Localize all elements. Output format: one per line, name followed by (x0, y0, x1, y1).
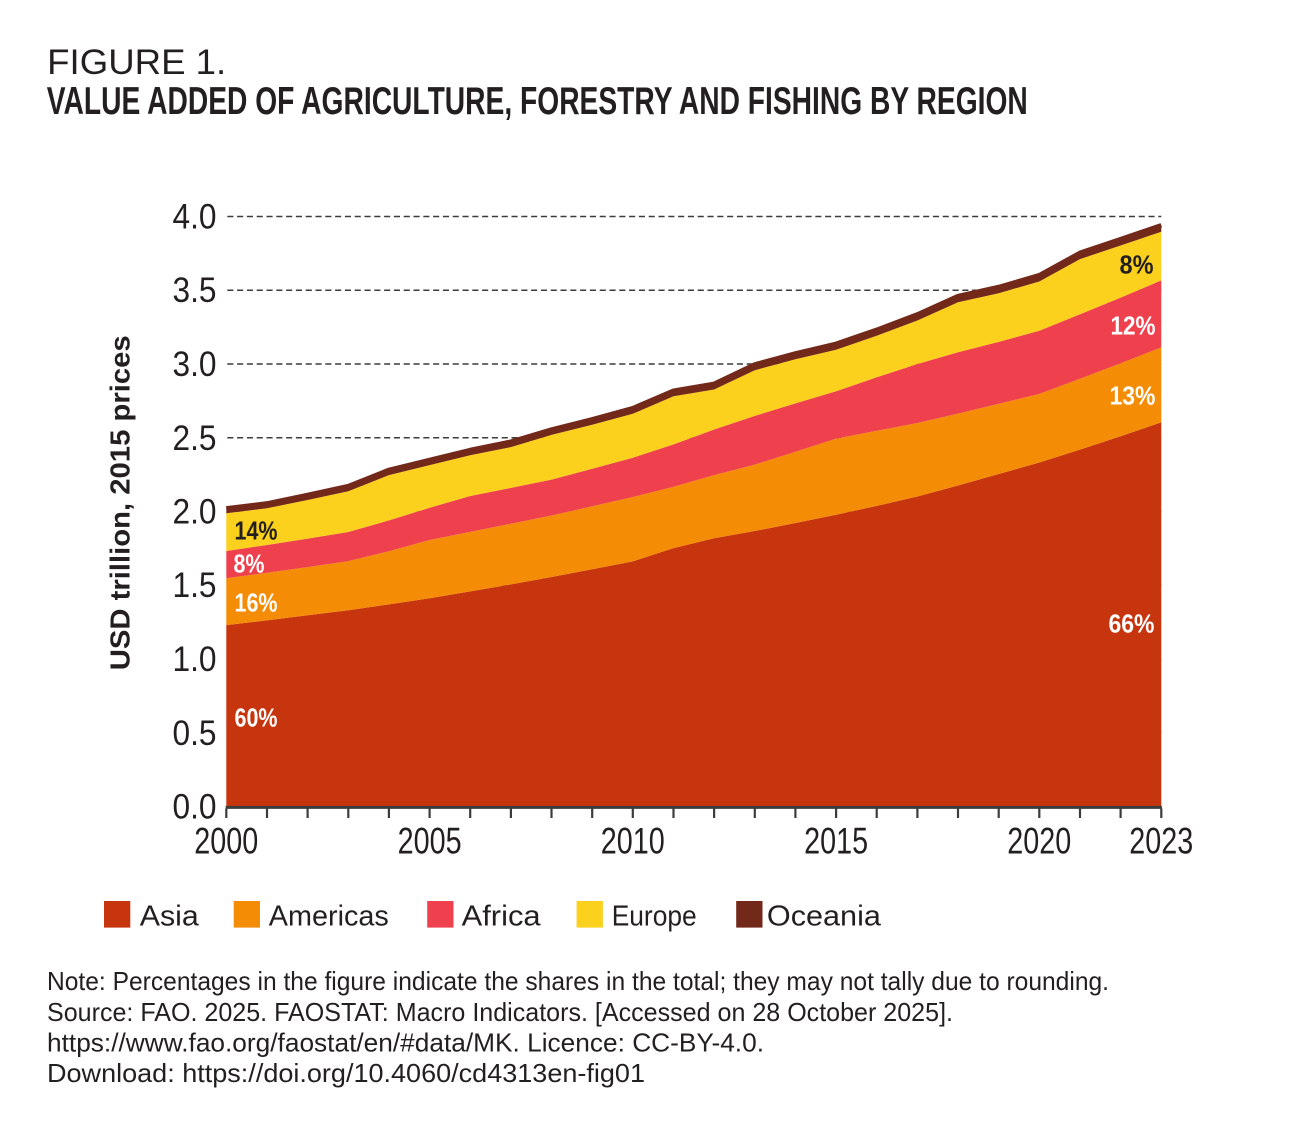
svg-text:2.5: 2.5 (173, 419, 217, 458)
svg-text:2020: 2020 (1007, 821, 1071, 862)
svg-text:https://www.fao.org/faostat/en: https://www.fao.org/faostat/en/#data/MK.… (47, 1028, 764, 1058)
svg-text:2023: 2023 (1129, 821, 1193, 862)
svg-text:0.5: 0.5 (173, 714, 217, 753)
svg-text:USD trillion, 2015 prices: USD trillion, 2015 prices (105, 335, 136, 670)
svg-text:13%: 13% (1110, 381, 1156, 411)
svg-text:Note: Percentages in the figur: Note: Percentages in the figure indicate… (47, 966, 1109, 996)
svg-text:Africa: Africa (462, 901, 542, 933)
svg-text:Americas: Americas (269, 901, 389, 933)
svg-text:Europe: Europe (612, 901, 697, 933)
svg-text:2015: 2015 (804, 821, 868, 862)
svg-text:16%: 16% (235, 588, 278, 618)
svg-text:Oceania: Oceania (767, 901, 882, 933)
svg-text:66%: 66% (1109, 609, 1155, 639)
svg-text:VALUE ADDED OF AGRICULTURE, FO: VALUE ADDED OF AGRICULTURE, FORESTRY AND… (47, 80, 1028, 123)
svg-text:60%: 60% (235, 703, 278, 733)
svg-text:1.0: 1.0 (173, 640, 217, 679)
svg-text:Source: FAO. 2025. FAOSTAT: Ma: Source: FAO. 2025. FAOSTAT: Macro Indica… (47, 997, 953, 1027)
svg-text:12%: 12% (1111, 311, 1156, 341)
svg-text:1.5: 1.5 (173, 566, 217, 605)
svg-text:Download: https://doi.org/10.4: Download: https://doi.org/10.4060/cd4313… (47, 1058, 645, 1088)
svg-text:2010: 2010 (601, 821, 665, 862)
svg-text:4.0: 4.0 (173, 198, 217, 237)
svg-text:2.0: 2.0 (173, 493, 217, 532)
svg-text:0.0: 0.0 (173, 788, 217, 827)
svg-text:8%: 8% (1120, 250, 1154, 280)
svg-text:FIGURE 1.: FIGURE 1. (47, 43, 226, 82)
svg-text:14%: 14% (235, 516, 278, 546)
svg-text:2005: 2005 (398, 821, 462, 862)
svg-text:3.5: 3.5 (173, 271, 217, 310)
svg-text:8%: 8% (234, 549, 265, 579)
svg-text:2000: 2000 (194, 821, 258, 862)
svg-text:Asia: Asia (140, 901, 200, 933)
svg-text:3.0: 3.0 (173, 345, 217, 384)
